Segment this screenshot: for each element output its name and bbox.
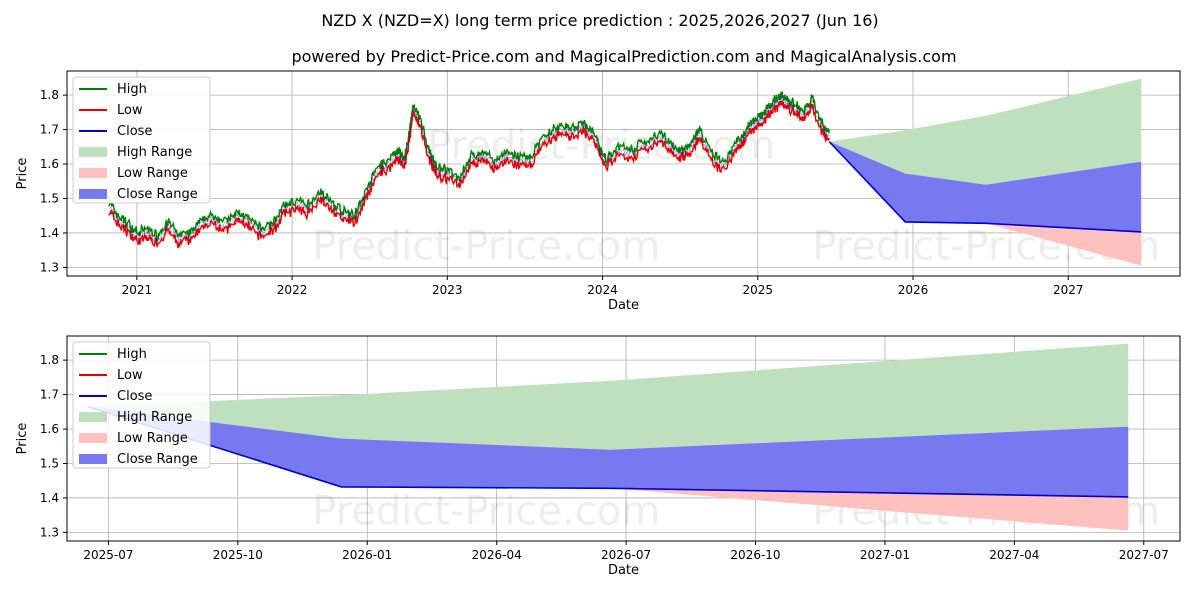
top-ytick-label-0: 1.3 <box>40 260 59 274</box>
bottom-close-range-area <box>87 406 1129 497</box>
top-ytick-label-4: 1.7 <box>40 123 59 137</box>
bottom-xtick-label-7: 2027-04 <box>989 548 1039 562</box>
bottom-legend-label-low: Low <box>117 368 143 383</box>
bottom-legend-swatch-high-range <box>79 412 107 422</box>
top-xtick-label-5: 2026 <box>898 283 929 297</box>
bottom-ytick-label-4: 1.7 <box>40 388 59 402</box>
top-legend-label-low: Low <box>117 103 143 118</box>
bottom-panel: Predict-Price.comPredict-Price.comPredic… <box>15 335 1181 578</box>
top-xtick-label-3: 2024 <box>587 283 618 297</box>
top-xtick-label-6: 2027 <box>1053 283 1084 297</box>
top-ytick-label-5: 1.8 <box>40 88 59 102</box>
top-legend-label-close-range: Close Range <box>117 187 198 202</box>
top-ytick-label-3: 1.6 <box>40 157 59 171</box>
bottom-ylabel: Price <box>15 423 30 455</box>
top-legend-swatch-close-range <box>79 189 107 199</box>
top-xtick-label-4: 2025 <box>743 283 774 297</box>
top-legend-box <box>72 76 211 204</box>
top-xtick-label-2: 2023 <box>432 283 463 297</box>
bottom-xtick-label-4: 2026-07 <box>601 548 651 562</box>
top-low-range-area <box>829 141 1142 266</box>
bottom-legend-label-high: High <box>117 347 147 362</box>
top-xtick-label-1: 2022 <box>277 283 308 297</box>
bottom-low-range-area <box>87 406 1129 531</box>
bottom-watermark-2: Predict-Price.com <box>312 488 660 534</box>
top-high-range-area <box>829 78 1142 185</box>
top-legend-label-low-range: Low Range <box>117 166 188 181</box>
bottom-legend-box <box>72 341 211 469</box>
bottom-xtick-label-8: 2027-07 <box>1119 548 1169 562</box>
bottom-legend-label-close: Close <box>117 389 152 404</box>
top-ytick-label-1: 1.4 <box>40 226 59 240</box>
bottom-high-range-area <box>87 343 1129 450</box>
top-legend-label-high: High <box>117 82 147 97</box>
top-watermark-2: Predict-Price.com <box>312 223 660 269</box>
bottom-ytick-label-2: 1.5 <box>40 456 59 470</box>
top-close-history-line <box>108 95 830 245</box>
bottom-ytick-label-3: 1.6 <box>40 422 59 436</box>
bottom-legend-swatch-low-range <box>79 433 107 443</box>
bottom-close-forecast-line <box>87 405 1129 498</box>
top-xtick-label-0: 2021 <box>122 283 153 297</box>
top-close-range-area <box>829 141 1142 232</box>
bottom-legend: High Low Close High Range Low Range Close Ran… <box>72 341 211 469</box>
top-legend: High Low Close High Range Low Range Close Ran… <box>72 76 211 204</box>
bottom-ytick-label-0: 1.3 <box>40 525 59 539</box>
bottom-xtick-label-2: 2026-01 <box>342 548 392 562</box>
bottom-ytick-label-5: 1.8 <box>40 353 59 367</box>
top-legend-label-close: Close <box>117 124 152 139</box>
top-ytick-label-2: 1.5 <box>40 191 59 205</box>
chart-title: NZD X (NZD=X) long term price prediction… <box>321 11 878 30</box>
top-legend-label-high-range: High Range <box>117 145 192 160</box>
bottom-xtick-label-6: 2027-01 <box>860 548 910 562</box>
bottom-axes-frame <box>66 335 1181 542</box>
bottom-xtick-label-1: 2025-10 <box>213 548 263 562</box>
top-legend-swatch-high-range <box>79 147 107 157</box>
bottom-legend-label-high-range: High Range <box>117 410 192 425</box>
top-high-line <box>108 91 830 244</box>
top-legend-swatch-low-range <box>79 168 107 178</box>
bottom-xtick-label-3: 2026-04 <box>472 548 522 562</box>
top-ylabel: Price <box>15 158 30 190</box>
bottom-legend-label-close-range: Close Range <box>117 452 198 467</box>
bottom-xtick-label-5: 2026-10 <box>730 548 780 562</box>
top-axes-frame <box>66 70 1181 277</box>
bottom-xlabel: Date <box>608 563 639 578</box>
top-xlabel: Date <box>608 298 639 313</box>
bottom-ytick-label-1: 1.4 <box>40 491 59 505</box>
top-close-forecast-line <box>828 141 1142 233</box>
top-low-line <box>108 100 830 249</box>
chart-subtitle: powered by Predict-Price.com and Magical… <box>291 47 956 66</box>
bottom-legend-label-low-range: Low Range <box>117 431 188 446</box>
bottom-legend-swatch-close-range <box>79 454 107 464</box>
bottom-xtick-label-0: 2025-07 <box>83 548 133 562</box>
